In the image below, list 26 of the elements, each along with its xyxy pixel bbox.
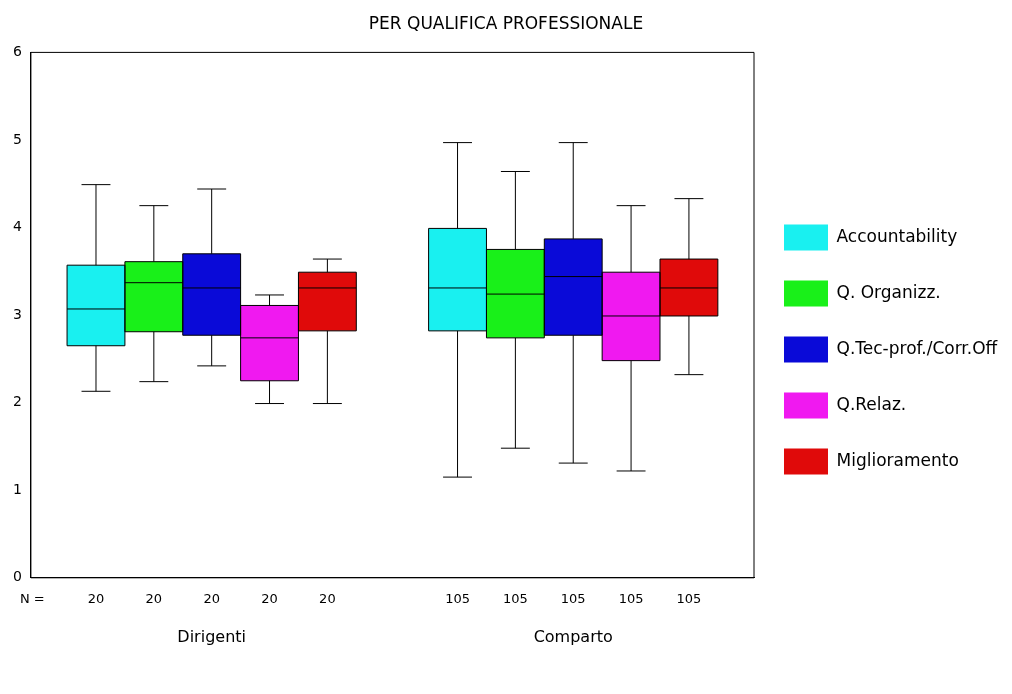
y-tick-label: 2: [12, 393, 22, 410]
y-tick-label: 6: [12, 43, 22, 60]
text: 20: [203, 591, 220, 607]
text: 105: [676, 591, 702, 607]
legend-label: Q.Relaz.: [836, 393, 907, 414]
y-tick-label: 4: [12, 218, 22, 235]
text: 20: [87, 591, 105, 607]
y-tick-label: 5: [12, 130, 22, 147]
text: N =: [20, 591, 45, 607]
text: 20: [319, 591, 336, 607]
x-tick-label: Dirigenti: [177, 626, 247, 646]
x-tick-label: Comparto: [533, 626, 613, 646]
text: 20: [261, 591, 278, 607]
legend-label: Miglioramento: [836, 449, 959, 470]
chart-title: PER QUALIFICA PROFESSIONALE: [368, 12, 644, 33]
y-tick-label: 1: [12, 480, 22, 497]
text: 105: [560, 591, 586, 607]
legend-label: Accountability: [836, 225, 958, 246]
legend-label: Q. Organizz.: [836, 281, 941, 302]
text: 20: [145, 591, 163, 607]
y-tick-label: 3: [12, 305, 22, 322]
text: 105: [618, 591, 644, 607]
y-tick-label: 0: [12, 568, 22, 585]
text: 105: [502, 591, 528, 607]
legend-label: Q.Tec-prof./Corr.Off: [836, 337, 999, 358]
text: 105: [445, 591, 470, 607]
